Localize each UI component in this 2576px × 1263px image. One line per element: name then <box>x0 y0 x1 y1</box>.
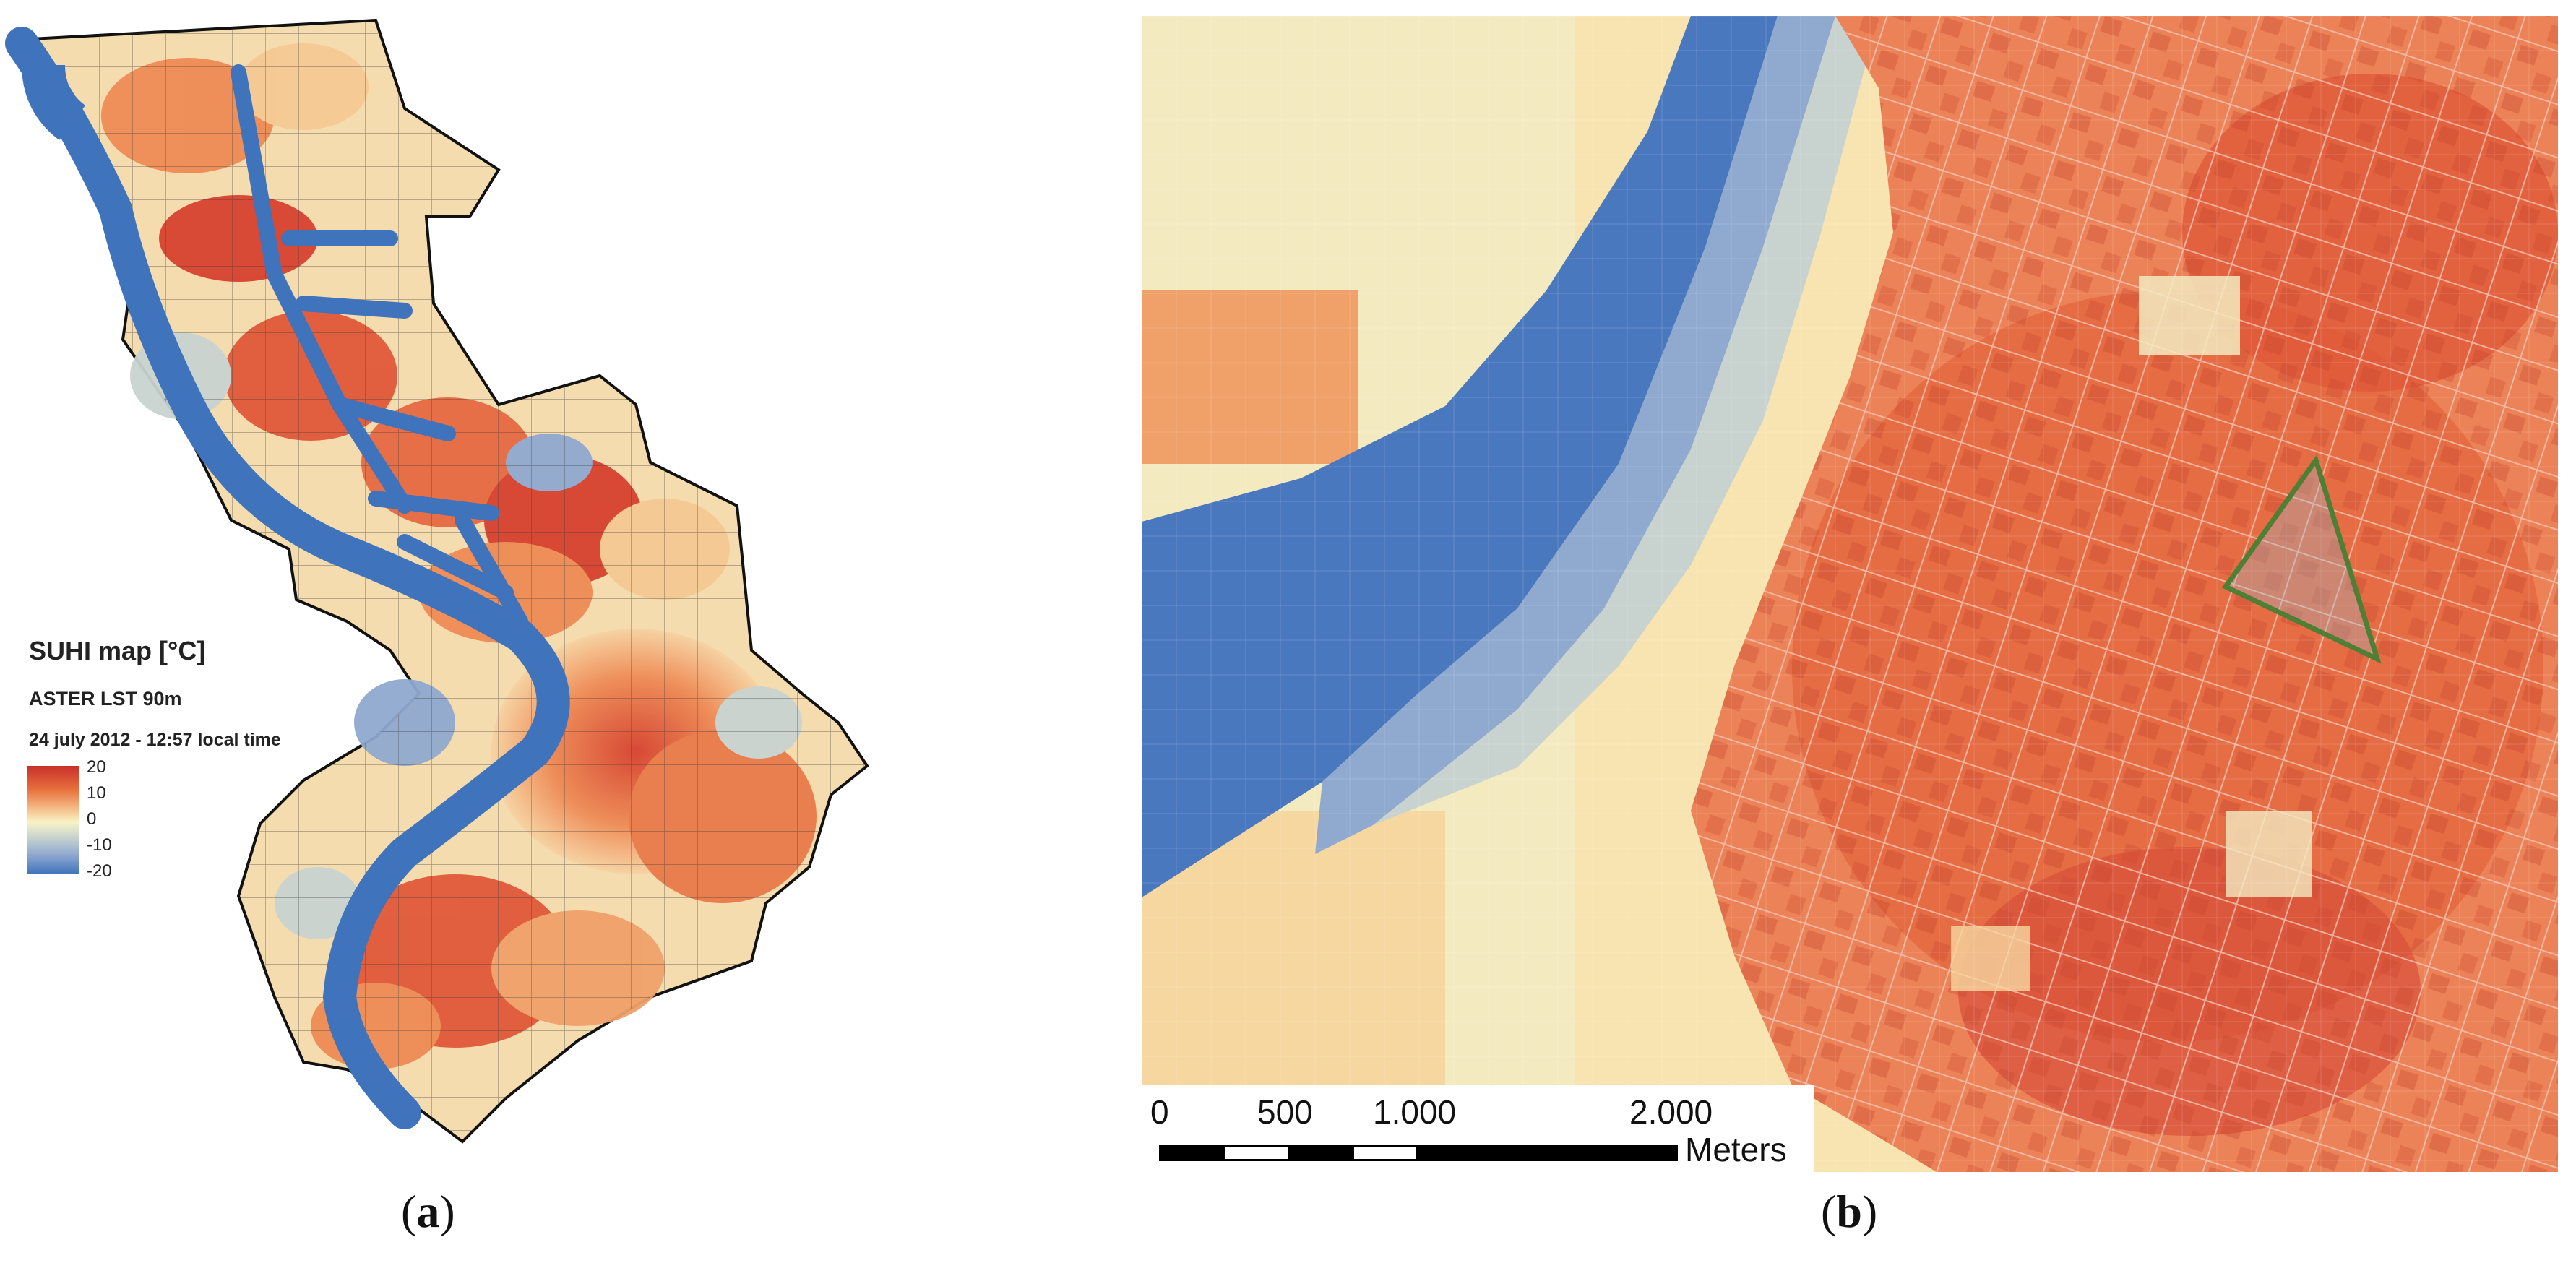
scale-segment <box>1288 1145 1354 1161</box>
scale-segment <box>1223 1145 1290 1161</box>
scale-label-0: 0 <box>1150 1093 1169 1131</box>
scale-label-2000: 2.000 <box>1629 1093 1713 1131</box>
caption-b: (b) <box>1821 1186 1878 1237</box>
scale-unit: Meters <box>1685 1131 1787 1168</box>
legend-tick: -10 <box>87 835 112 855</box>
legend-timestamp: 24 july 2012 - 12:57 local time <box>29 730 281 750</box>
legend-tick: 0 <box>87 809 97 829</box>
legend-tick: 20 <box>87 757 106 777</box>
river <box>5 27 570 1129</box>
docks <box>231 64 528 629</box>
legend-title: SUHI map [°C] <box>29 636 206 665</box>
legend-subtitle: ASTER LST 90m <box>29 688 182 710</box>
city-centre-svg <box>1142 16 2558 1172</box>
suhi-map-svg <box>5 18 869 1144</box>
suhi-map-panel: SUHI map [°C] ASTER LST 90m 24 july 2012… <box>0 0 939 1263</box>
scale-segment <box>1159 1145 1225 1161</box>
scale-segment <box>1416 1145 1678 1161</box>
scale-label-1000: 1.000 <box>1373 1093 1457 1131</box>
scale-segment <box>1352 1145 1418 1161</box>
legend-tick: -20 <box>87 861 112 881</box>
scale-label-500: 500 <box>1257 1093 1313 1131</box>
city-centre-panel <box>1142 16 2558 1172</box>
caption-a: (a) <box>401 1186 455 1237</box>
park-marker-triangle <box>2221 454 2382 664</box>
legend-tick: 10 <box>87 783 106 803</box>
legend-colorbar <box>27 766 79 874</box>
